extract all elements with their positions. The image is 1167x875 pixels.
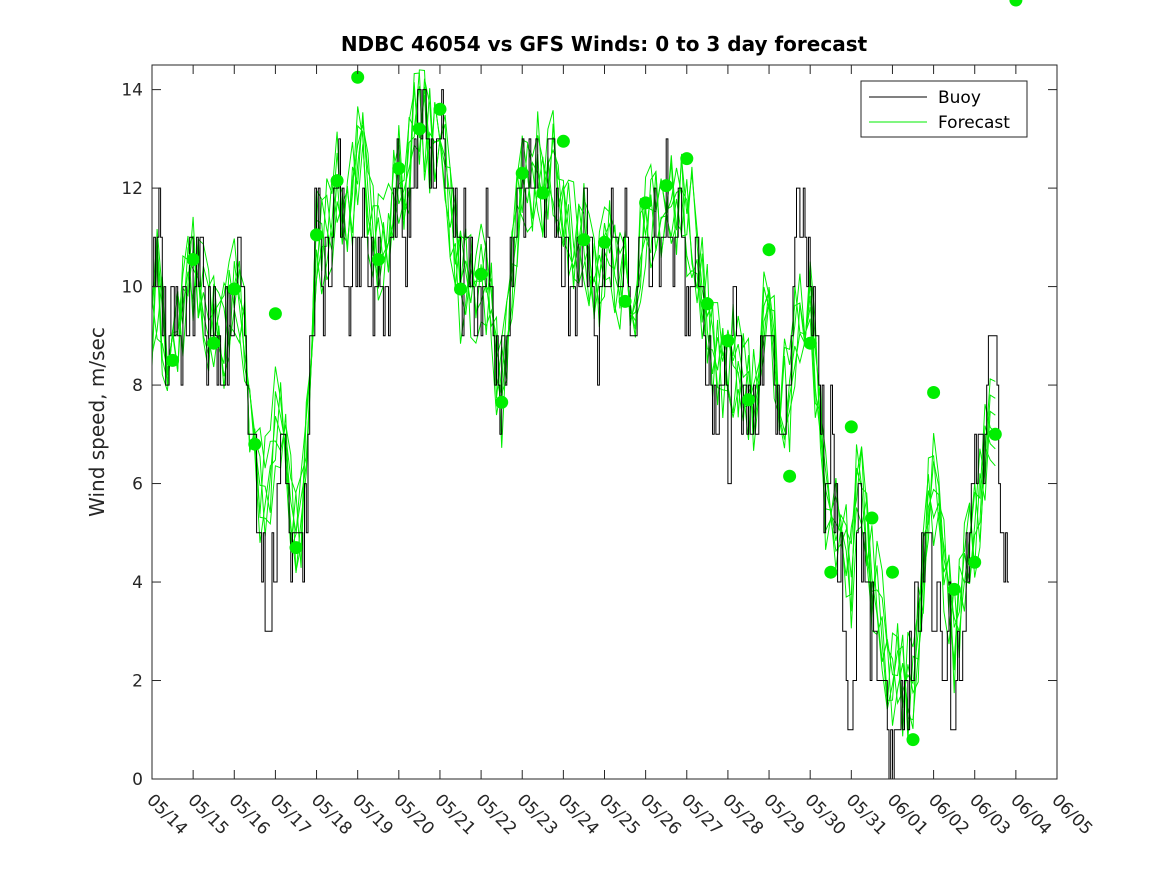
- y-tick-label: 2: [132, 672, 143, 692]
- analysis-dot: [927, 386, 941, 399]
- analysis-dot: [433, 102, 447, 116]
- legend-box: [860, 80, 1028, 138]
- analysis-dot: [762, 243, 776, 257]
- analysis-dot: [947, 582, 961, 596]
- analysis-dot: [515, 166, 529, 180]
- legend: Buoy Forecast: [860, 80, 1028, 138]
- analysis-dot: [207, 336, 221, 350]
- analysis-dot: [536, 186, 550, 200]
- analysis-dot: [310, 228, 323, 242]
- buoy-line: [152, 89, 1009, 779]
- y-tick-label: 6: [132, 475, 143, 495]
- analysis-dot: [330, 174, 344, 188]
- analysis-dot: [227, 282, 241, 296]
- analysis-dot: [598, 235, 611, 249]
- analysis-dot: [844, 420, 858, 434]
- analysis-dot: [248, 437, 262, 451]
- analysis-dot: [392, 161, 406, 175]
- legend-label-forecast: Forecast: [938, 113, 1010, 133]
- analysis-dot: [454, 282, 467, 296]
- analysis-dot: [865, 511, 879, 525]
- analysis-dot: [906, 733, 920, 747]
- plot-area: [152, 65, 1057, 779]
- analysis-dot: [556, 134, 570, 148]
- analysis-dot: [371, 253, 385, 266]
- y-tick-label: 12: [121, 179, 143, 199]
- forecast-line: [152, 78, 996, 737]
- analysis-dot: [659, 179, 673, 193]
- analysis-dot: [803, 336, 817, 350]
- forecast-line: [152, 69, 996, 730]
- y-tick-label: 14: [121, 81, 143, 101]
- analysis-dot: [166, 353, 180, 367]
- analysis-dot: [351, 70, 365, 84]
- analysis-dot: [886, 565, 899, 579]
- y-axis: 0 2 4 6 8 10 12 14: [121, 81, 1057, 790]
- analysis-dot: [680, 152, 694, 166]
- buoy-line-group: [152, 89, 1009, 779]
- analysis-dot: [721, 334, 735, 348]
- legend-label-buoy: Buoy: [938, 88, 981, 108]
- analysis-dot: [186, 253, 200, 266]
- analysis-dot: [824, 565, 838, 579]
- analysis-dot: [289, 541, 303, 555]
- y-tick-label: 10: [121, 278, 143, 298]
- forecast-line: [152, 86, 996, 740]
- chart-title: NDBC 46054 vs GFS Winds: 0 to 3 day fore…: [341, 32, 868, 56]
- analysis-dot: [783, 469, 797, 483]
- analysis-dot: [968, 555, 982, 569]
- y-tick-label: 4: [132, 573, 143, 593]
- y-tick-label: 8: [132, 376, 143, 396]
- analysis-dot: [1009, 0, 1023, 7]
- analysis-dot: [412, 122, 426, 136]
- analysis-dot: [700, 297, 714, 311]
- analysis-dot: [577, 233, 591, 247]
- y-tick-label: 0: [132, 770, 143, 790]
- analysis-dot: [742, 393, 755, 407]
- analysis-dot: [474, 267, 488, 281]
- analysis-dot: [618, 294, 632, 308]
- analysis-dot: [495, 395, 509, 409]
- analysis-dots: [166, 0, 1023, 747]
- analysis-dot: [268, 307, 282, 321]
- y-axis-label: Wind speed, m/sec: [85, 327, 109, 517]
- analysis-dot: [988, 427, 1002, 441]
- analysis-dot: [639, 196, 653, 210]
